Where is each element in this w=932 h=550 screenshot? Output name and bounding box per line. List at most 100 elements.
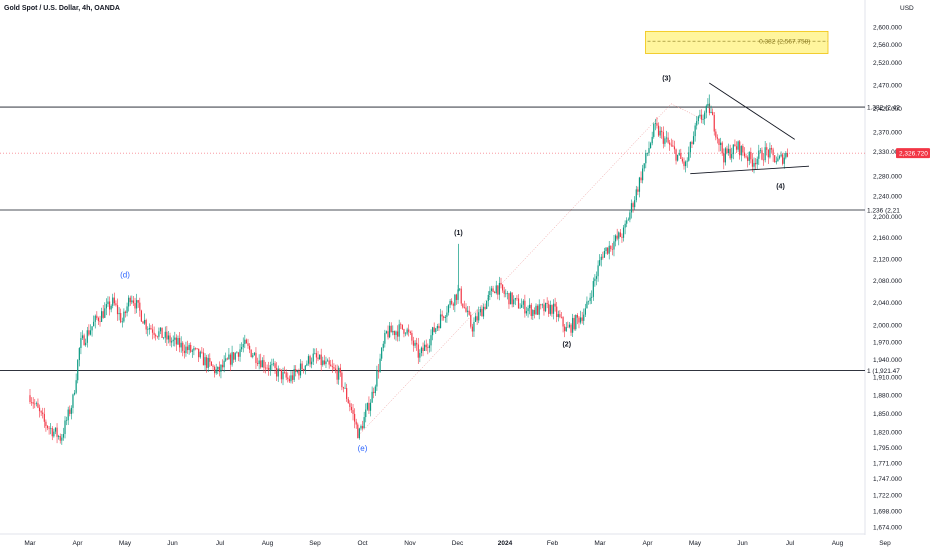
candle-body bbox=[83, 335, 85, 346]
candle-body bbox=[489, 290, 491, 295]
candle-body bbox=[565, 327, 567, 332]
candle-body bbox=[94, 315, 96, 322]
candle-body bbox=[564, 326, 566, 332]
y-tick-label: 1,820.000 bbox=[873, 430, 902, 437]
candle-body bbox=[276, 367, 278, 377]
candle-body bbox=[524, 300, 526, 314]
candle-body bbox=[556, 306, 558, 318]
candle-body bbox=[756, 158, 758, 165]
triangle-lower-trendline[interactable] bbox=[690, 165, 810, 175]
candle-body bbox=[438, 326, 440, 329]
candle-body bbox=[331, 366, 333, 368]
candle-body bbox=[393, 330, 395, 335]
candle-body bbox=[178, 337, 181, 348]
candle-body bbox=[172, 339, 174, 342]
candle-body bbox=[479, 309, 481, 313]
candle-body bbox=[134, 303, 136, 309]
y-tick-label: 2,120.000 bbox=[873, 256, 902, 263]
candle-body bbox=[618, 232, 620, 239]
candle-body bbox=[301, 363, 303, 370]
candle-body bbox=[385, 331, 388, 333]
candle-body bbox=[295, 369, 297, 373]
candle-body bbox=[462, 303, 464, 308]
candle-body bbox=[261, 360, 263, 368]
candle-body bbox=[311, 361, 313, 365]
x-tick-label: Jun bbox=[167, 540, 178, 547]
x-tick-label: Aug bbox=[832, 540, 844, 547]
candle-body bbox=[315, 353, 318, 358]
candle-body bbox=[708, 103, 711, 114]
candle-body bbox=[161, 327, 163, 338]
candle-body bbox=[715, 131, 717, 138]
candle-body bbox=[169, 335, 171, 343]
candle-body bbox=[177, 337, 179, 345]
candle-body bbox=[575, 315, 577, 330]
candle-body bbox=[91, 326, 93, 331]
candle-body bbox=[431, 327, 434, 336]
candle-body bbox=[334, 368, 337, 371]
candle-body bbox=[460, 288, 462, 304]
candle-body bbox=[439, 314, 442, 329]
candle-body bbox=[346, 388, 348, 399]
candle-body bbox=[118, 313, 120, 315]
candle-body bbox=[171, 341, 173, 343]
candle-body bbox=[508, 293, 510, 305]
candle-body bbox=[62, 434, 65, 438]
wave-label: (2) bbox=[562, 342, 571, 349]
candle-body bbox=[70, 407, 72, 414]
candle-body bbox=[772, 149, 774, 156]
candle-body bbox=[474, 316, 477, 322]
candle-body bbox=[322, 360, 324, 366]
candle-body bbox=[419, 353, 421, 358]
candle-body bbox=[250, 349, 252, 357]
candle-body bbox=[151, 329, 154, 333]
candle-body bbox=[43, 414, 45, 422]
candle-body bbox=[89, 330, 92, 335]
candle-body bbox=[107, 301, 109, 305]
candle-body bbox=[374, 386, 376, 394]
candle-body bbox=[484, 306, 486, 309]
candle-body bbox=[661, 130, 663, 133]
candle-body bbox=[361, 426, 364, 429]
candle-body bbox=[549, 305, 551, 314]
candle-body bbox=[444, 316, 446, 318]
candle-body bbox=[659, 130, 661, 136]
candle-body bbox=[554, 303, 556, 307]
candle-body bbox=[293, 369, 295, 380]
current-price-tag bbox=[896, 148, 930, 159]
candle-body bbox=[780, 154, 782, 157]
fib-zone-label: 0.382 (2,567.758) bbox=[759, 39, 810, 46]
candle-body bbox=[352, 410, 354, 414]
x-tick-label: Sep bbox=[309, 540, 321, 547]
candle-body bbox=[400, 324, 402, 325]
triangle-upper-trendline[interactable] bbox=[709, 82, 795, 140]
candle-body bbox=[645, 152, 647, 164]
candle-body bbox=[260, 360, 262, 368]
candle-body bbox=[175, 337, 177, 345]
y-tick-label: 1,850.000 bbox=[873, 411, 902, 418]
candle-body bbox=[155, 334, 157, 337]
candle-body bbox=[182, 342, 184, 351]
candle-body bbox=[341, 372, 343, 388]
candle-body bbox=[379, 358, 381, 372]
candle-body bbox=[597, 265, 599, 277]
candle-body bbox=[303, 369, 305, 371]
candle-body bbox=[613, 241, 615, 250]
candle-body bbox=[589, 297, 591, 301]
candle-body bbox=[414, 342, 416, 346]
candle-body bbox=[672, 145, 674, 147]
candle-body bbox=[164, 331, 166, 338]
candle-body bbox=[600, 256, 602, 261]
candle-body bbox=[344, 388, 346, 389]
candle-body bbox=[648, 148, 650, 153]
candle-body bbox=[126, 306, 128, 313]
y-tick-label: 1,910.000 bbox=[873, 375, 902, 382]
y-tick-label: 2,200.000 bbox=[873, 214, 902, 221]
candle-body bbox=[704, 112, 706, 119]
candle-body bbox=[624, 223, 626, 228]
candle-body bbox=[266, 367, 268, 369]
candle-body bbox=[777, 158, 779, 162]
candle-body bbox=[786, 152, 789, 157]
candle-body bbox=[621, 236, 623, 238]
